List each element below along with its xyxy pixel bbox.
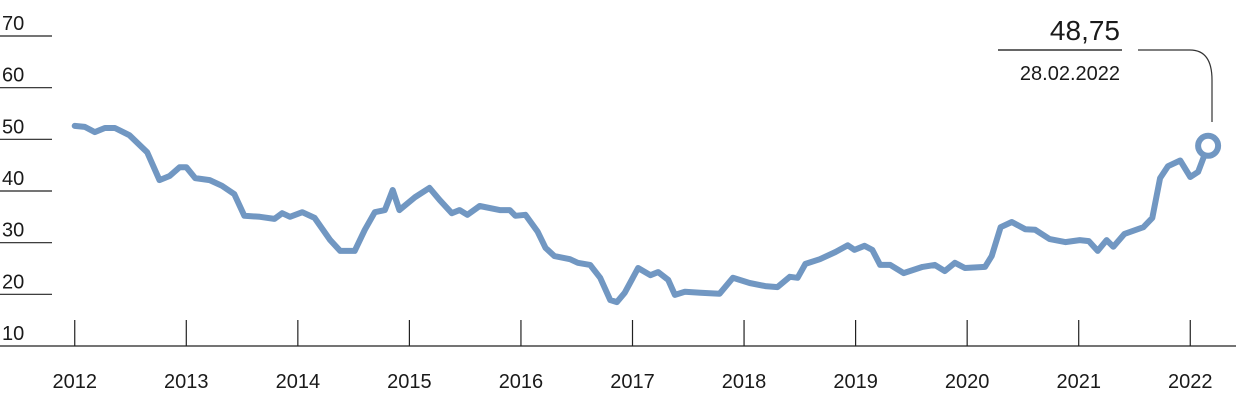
x-tick-label: 2022 — [1168, 371, 1213, 393]
y-tick-label: 50 — [2, 116, 24, 138]
x-tick-label: 2016 — [499, 371, 544, 393]
annotation-date: 28.02.2022 — [1020, 63, 1120, 85]
y-tick-label: 10 — [2, 323, 24, 345]
x-tick-label: 2015 — [387, 371, 432, 393]
annotation-value: 48,75 — [1050, 15, 1120, 46]
y-tick-label: 70 — [2, 13, 24, 35]
x-tick-label: 2020 — [945, 371, 990, 393]
line — [71, 122, 1212, 306]
x-tick-label: 2013 — [164, 371, 209, 393]
x-tick-label: 2019 — [833, 371, 878, 393]
end-point — [1195, 132, 1222, 159]
y-tick-label: 40 — [2, 168, 24, 190]
x-tick-label: 2018 — [722, 371, 767, 393]
x-tick-label: 2021 — [1056, 371, 1101, 393]
annotation-connector — [1138, 49, 1213, 122]
y-tick-label: 20 — [2, 271, 24, 293]
y-tick-label: 30 — [2, 220, 24, 242]
y-tick-label: 60 — [2, 65, 24, 87]
x-tick-label: 2012 — [52, 371, 97, 393]
x-tick-label: 2014 — [276, 371, 321, 393]
x-tick-label: 2017 — [610, 371, 655, 393]
